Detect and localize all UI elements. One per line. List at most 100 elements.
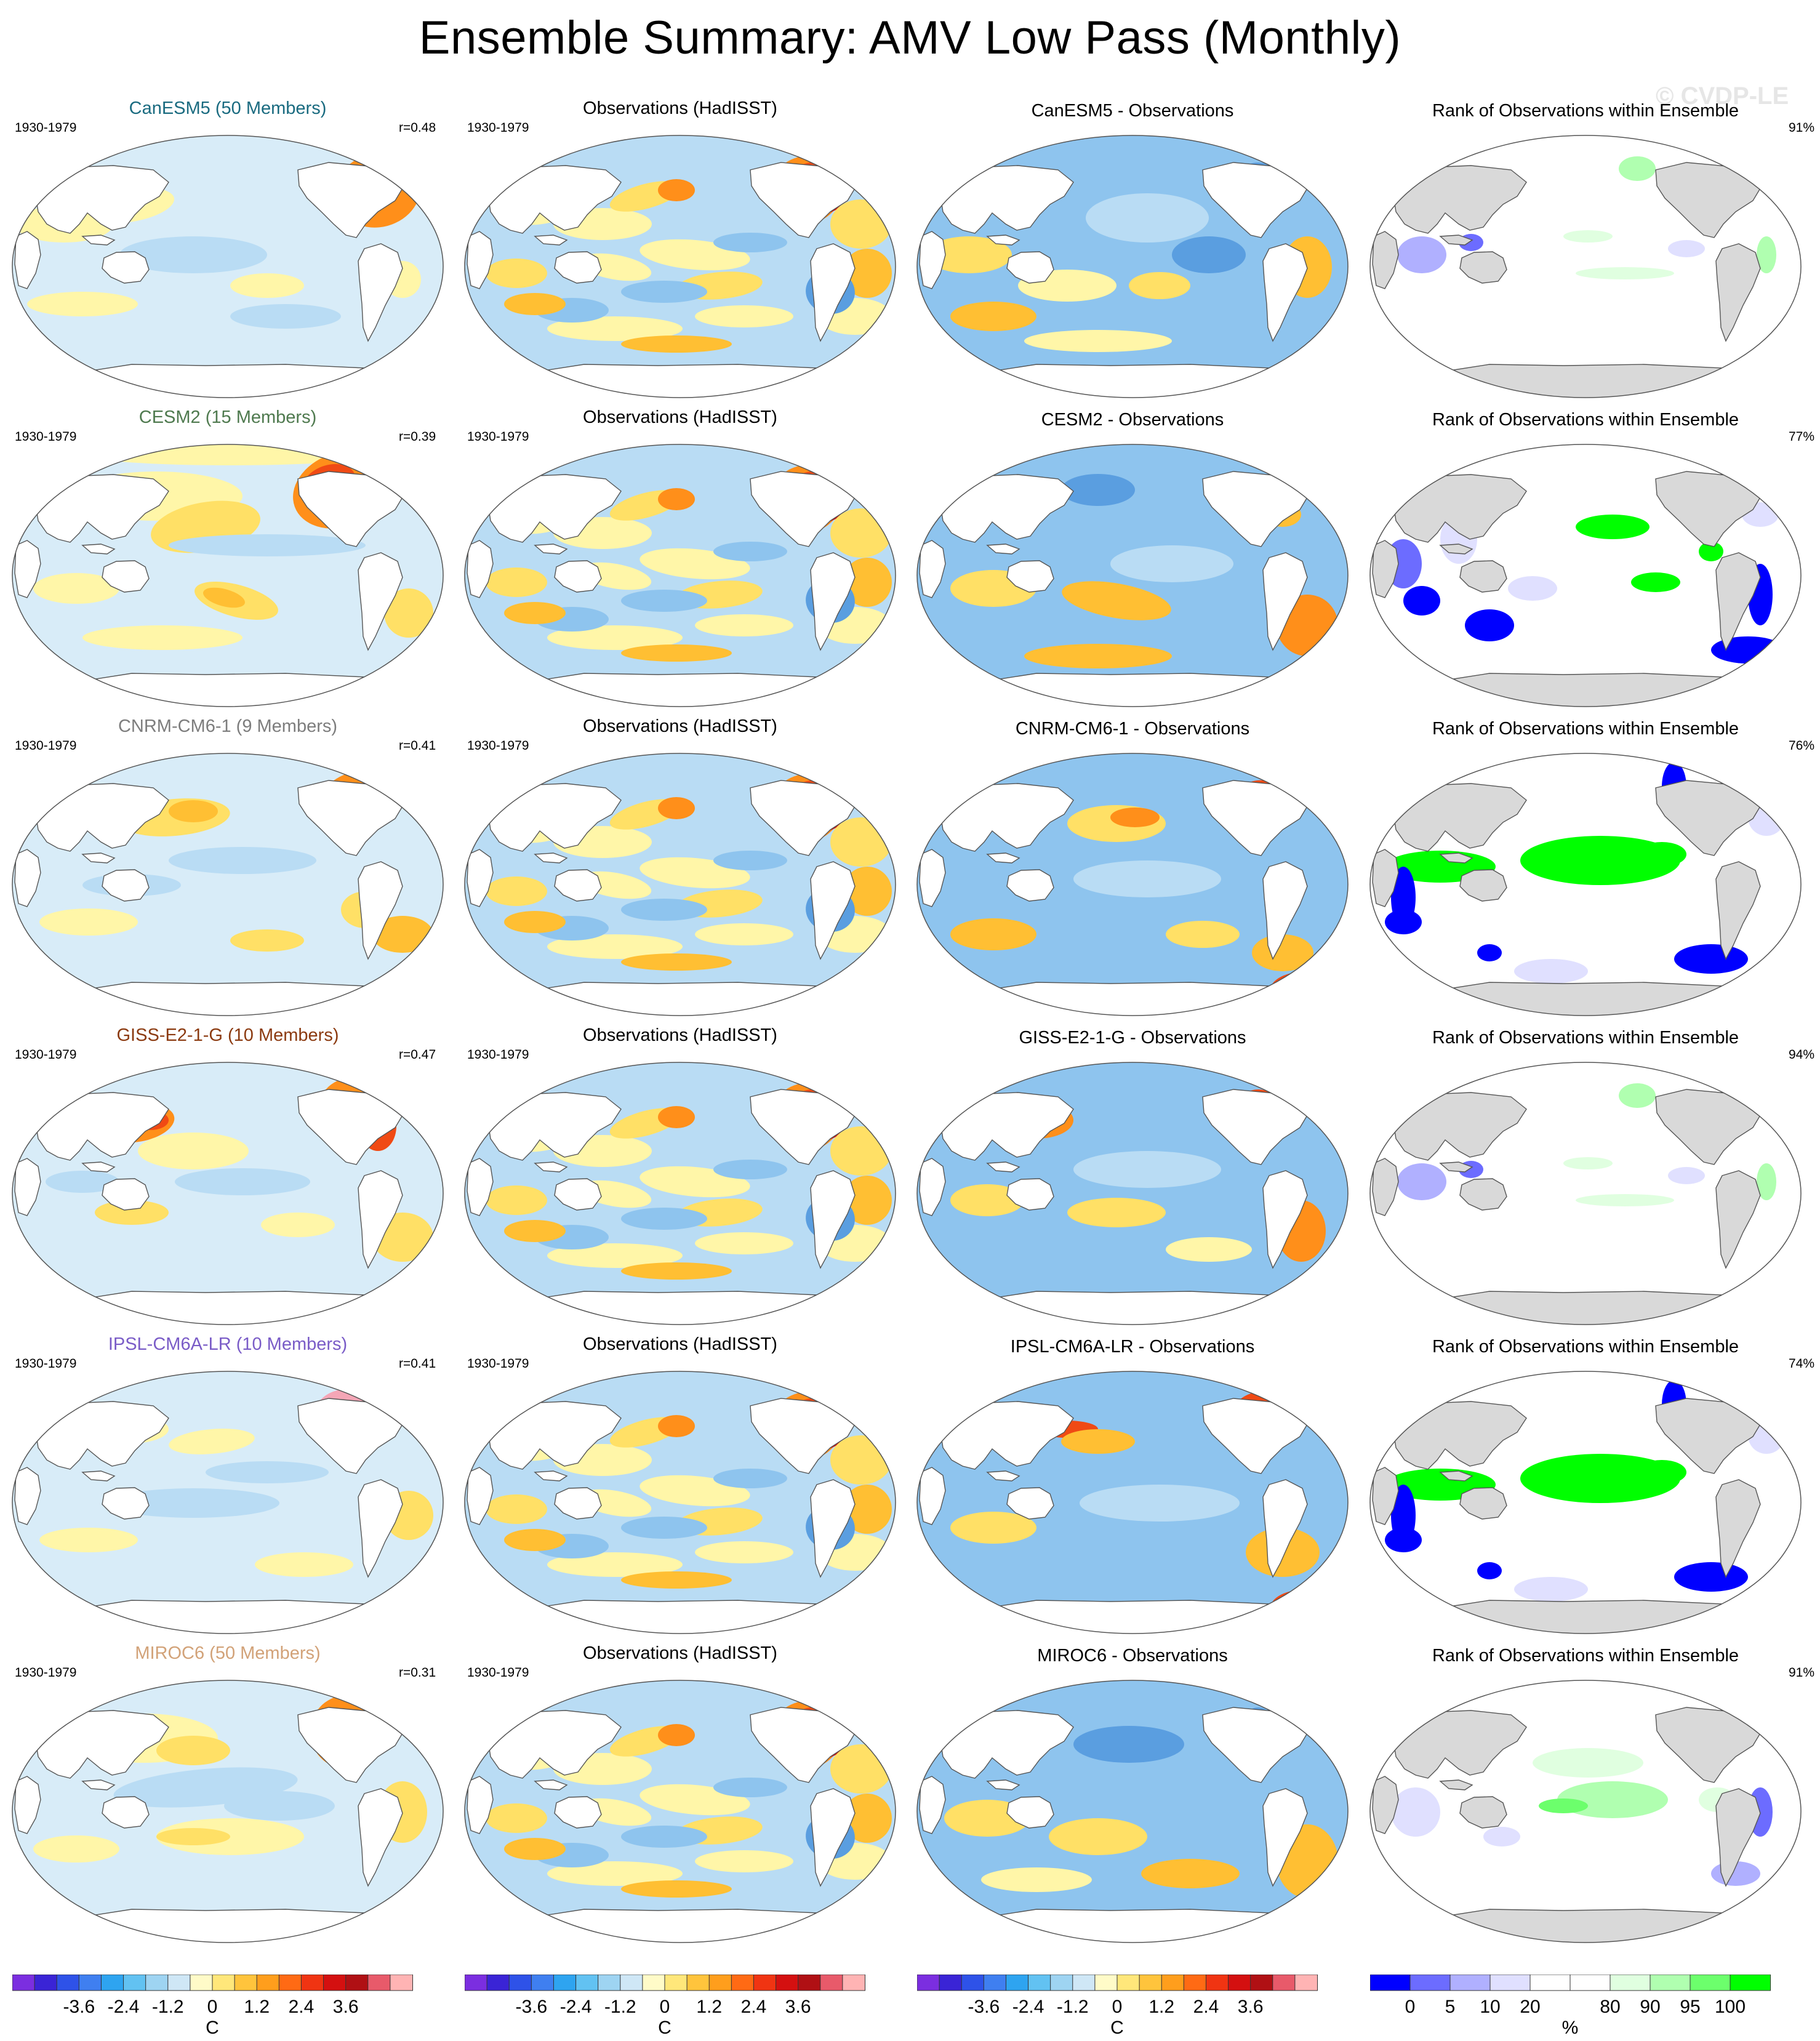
model-map-panel: CanESM5 (50 Members) 1930-1979 r=0.48 bbox=[6, 97, 449, 405]
land-samerica bbox=[1262, 552, 1308, 651]
colorbar-swatch bbox=[553, 1975, 577, 1991]
model-title: CNRM-CM6-1 (9 Members) bbox=[118, 716, 338, 736]
rank-map-panel: Rank of Observations within Ensemble 76% bbox=[1364, 715, 1814, 1023]
land-indonesia bbox=[1439, 543, 1473, 555]
land-africa bbox=[14, 1776, 41, 1834]
colorbar-swatch bbox=[1489, 1975, 1531, 1991]
colorbar-swatch bbox=[345, 1975, 369, 1991]
colorbar-swatch bbox=[465, 1975, 488, 1991]
land-africa bbox=[919, 1776, 946, 1834]
difference-map-panel: GISS-E2-1-G - Observations bbox=[911, 1024, 1354, 1332]
land-asia bbox=[485, 783, 622, 852]
land-asia bbox=[33, 1401, 169, 1470]
colorbar-swatch bbox=[486, 1975, 510, 1991]
colorbar-unit: C bbox=[1110, 2018, 1124, 2038]
colorbar-swatch bbox=[1690, 1975, 1731, 1991]
colorbar-tick-label: 0 bbox=[207, 1997, 218, 2017]
model-map-panel: MIROC6 (50 Members) 1930-1979 r=0.31 bbox=[6, 1642, 449, 1950]
rank-map bbox=[1369, 135, 1802, 398]
map-border bbox=[1369, 1062, 1802, 1325]
colorbar-swatch bbox=[1409, 1975, 1451, 1991]
colorbar-tick-label: 90 bbox=[1640, 1997, 1660, 2017]
watermark: © CVDP-LE bbox=[1656, 82, 1789, 110]
difference-title: CanESM5 - Observations bbox=[1031, 101, 1234, 121]
rank-map bbox=[1369, 1680, 1802, 1943]
observations-title: Observations (HadISST) bbox=[583, 98, 777, 118]
colorbar-swatch bbox=[939, 1975, 963, 1991]
map-border bbox=[1369, 1371, 1802, 1634]
land-indonesia bbox=[986, 235, 1020, 246]
land-eurasiaR bbox=[1324, 792, 1348, 819]
land-africa bbox=[1372, 849, 1399, 907]
land-samerica bbox=[1715, 1788, 1761, 1887]
land-samerica bbox=[1262, 1788, 1308, 1887]
colorbar-tick-label: 3.6 bbox=[1238, 1997, 1264, 2017]
land-samerica bbox=[1715, 861, 1761, 960]
land-eurasiaR bbox=[1324, 174, 1348, 201]
colorbar-swatch bbox=[256, 1975, 280, 1991]
land-asia bbox=[1390, 165, 1527, 234]
map-border bbox=[464, 753, 896, 1016]
colorbar-tick-label: 1.2 bbox=[696, 1997, 722, 2017]
colorbar-observations: -3.6 -2.4 -1.2 0 1.2 2.4 3.6 C bbox=[465, 1975, 866, 2038]
land-indonesia bbox=[1439, 1779, 1473, 1790]
land-africa bbox=[1372, 1158, 1399, 1216]
period-label: 1930-1979 bbox=[467, 739, 529, 753]
period-label: 1930-1979 bbox=[467, 1048, 529, 1062]
land-australia bbox=[554, 560, 602, 593]
land-africa bbox=[467, 849, 494, 907]
land-indonesia bbox=[986, 1779, 1020, 1790]
land-australia bbox=[554, 1487, 602, 1520]
difference-map-panel: CanESM5 - Observations bbox=[911, 97, 1354, 405]
colorbar-tick-label: 2.4 bbox=[1193, 1997, 1219, 2017]
model-title: IPSL-CM6A-LR (10 Members) bbox=[108, 1334, 348, 1354]
difference-title: IPSL-CM6A-LR - Observations bbox=[1010, 1337, 1255, 1357]
pattern-correlation: r=0.41 bbox=[399, 739, 436, 753]
colorbar-tick-label: -3.6 bbox=[63, 1997, 95, 2017]
map-border bbox=[916, 444, 1349, 707]
model-sst-map bbox=[12, 753, 444, 1016]
land-asia bbox=[1390, 783, 1527, 852]
land-greenland bbox=[396, 455, 434, 482]
land-asia bbox=[1390, 1092, 1527, 1161]
colorbar-tick-label: -1.2 bbox=[152, 1997, 184, 2017]
land-greenland bbox=[1754, 1691, 1792, 1718]
land-greenland bbox=[848, 146, 886, 173]
rank-percent: 74% bbox=[1789, 1357, 1815, 1371]
difference-title: MIROC6 - Observations bbox=[1037, 1646, 1228, 1666]
colorbar-swatch bbox=[961, 1975, 985, 1991]
colorbar-tick-label: 20 bbox=[1520, 1997, 1540, 2017]
colorbar-swatch bbox=[278, 1975, 302, 1991]
land-asia bbox=[485, 165, 622, 234]
colorbar-tick-label: -2.4 bbox=[560, 1997, 592, 2017]
land-africa bbox=[919, 849, 946, 907]
colorbar-swatch bbox=[531, 1975, 555, 1991]
difference-map-panel: CESM2 - Observations bbox=[911, 406, 1354, 714]
rank-map-panel: Rank of Observations within Ensemble 91% bbox=[1364, 97, 1814, 405]
map-border bbox=[464, 444, 896, 707]
colorbar-unit: % bbox=[1562, 2018, 1579, 2038]
land-australia bbox=[554, 251, 602, 284]
land-greenland bbox=[1754, 455, 1792, 482]
observations-title: Observations (HadISST) bbox=[583, 716, 777, 736]
land-eurasiaR bbox=[1777, 792, 1801, 819]
rank-percent: 77% bbox=[1789, 430, 1815, 444]
land-greenland bbox=[848, 1073, 886, 1100]
land-africa bbox=[14, 1467, 41, 1525]
map-border bbox=[1369, 444, 1802, 707]
colorbar-rank: 0 5 10 20 80 90 95 100% bbox=[1370, 1975, 1771, 2038]
land-greenland bbox=[396, 1382, 434, 1409]
land-australia bbox=[1006, 251, 1054, 284]
difference-sst-map bbox=[916, 1680, 1349, 1943]
model-title: CanESM5 (50 Members) bbox=[129, 98, 327, 118]
land-indonesia bbox=[986, 1161, 1020, 1173]
land-eurasiaR bbox=[419, 483, 443, 510]
map-border bbox=[12, 1680, 444, 1943]
land-greenland bbox=[1754, 146, 1792, 173]
colorbar-model: -3.6 -2.4 -1.2 0 1.2 2.4 3.6 C bbox=[12, 1975, 414, 2038]
rank-title: Rank of Observations within Ensemble bbox=[1432, 410, 1739, 430]
land-greenland bbox=[396, 764, 434, 791]
colorbar-swatch bbox=[508, 1975, 532, 1991]
colorbar-tick-label: -2.4 bbox=[1012, 1997, 1044, 2017]
land-asia bbox=[33, 1710, 169, 1779]
